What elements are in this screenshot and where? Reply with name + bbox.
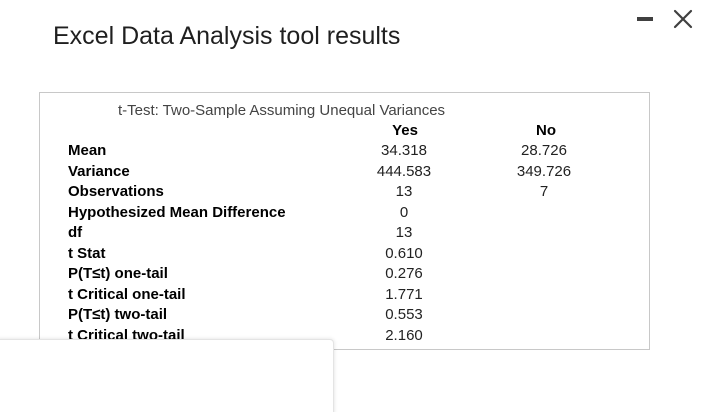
yes-value: 0 bbox=[399, 203, 409, 221]
yes-value: 13 bbox=[395, 224, 413, 241]
yes-value: 0.610 bbox=[385, 244, 423, 262]
page-title: Excel Data Analysis tool results bbox=[53, 22, 401, 50]
results-panel: t-Test: Two-Sample Assuming Unequal Vari… bbox=[39, 92, 650, 350]
row-label: Hypothesized Mean Difference bbox=[68, 203, 286, 221]
row-label: P(T≤t) two-tail bbox=[68, 306, 168, 323]
column-header-yes: Yes bbox=[392, 122, 418, 139]
row-label: t Critical one-tail bbox=[68, 285, 186, 303]
yes-value: 2.160 bbox=[385, 326, 423, 344]
table-row: Variance 444.583 349.726 bbox=[40, 162, 649, 183]
no-value: 7 bbox=[539, 183, 549, 200]
row-label: Mean bbox=[68, 142, 107, 159]
row-label: Variance bbox=[68, 162, 130, 180]
table-row: df 13 bbox=[40, 223, 649, 244]
minimize-icon[interactable] bbox=[637, 17, 653, 21]
table-row: t Critical one-tail 1.771 bbox=[40, 285, 649, 306]
yes-value: 1.771 bbox=[385, 285, 423, 303]
yes-value: 34.318 bbox=[381, 142, 427, 159]
yes-value: 13 bbox=[395, 183, 413, 200]
table-row: P(T≤t) one-tail 0.276 bbox=[40, 264, 649, 285]
yes-value: 0.553 bbox=[385, 306, 423, 323]
table-row: t Stat 0.610 bbox=[40, 244, 649, 265]
column-header-no: No bbox=[536, 122, 556, 139]
table-row: Observations 13 7 bbox=[40, 182, 649, 203]
results-table: Mean 34.318 28.726 Variance 444.583 349.… bbox=[40, 141, 649, 346]
table-row: P(T≤t) two-tail 0.553 bbox=[40, 305, 649, 326]
yes-value: 444.583 bbox=[376, 162, 432, 180]
close-icon[interactable] bbox=[672, 8, 694, 30]
table-row: Hypothesized Mean Difference 0 bbox=[40, 203, 649, 224]
background-card bbox=[0, 339, 334, 412]
yes-value: 0.276 bbox=[385, 265, 423, 282]
table-caption: t-Test: Two-Sample Assuming Unequal Vari… bbox=[117, 102, 446, 119]
row-label: t Stat bbox=[68, 244, 106, 262]
row-label: df bbox=[68, 224, 83, 241]
table-row: Mean 34.318 28.726 bbox=[40, 141, 649, 162]
row-label: Observations bbox=[68, 183, 164, 200]
no-value: 28.726 bbox=[521, 142, 567, 159]
no-value: 349.726 bbox=[516, 162, 572, 180]
row-label: P(T≤t) one-tail bbox=[68, 265, 168, 282]
